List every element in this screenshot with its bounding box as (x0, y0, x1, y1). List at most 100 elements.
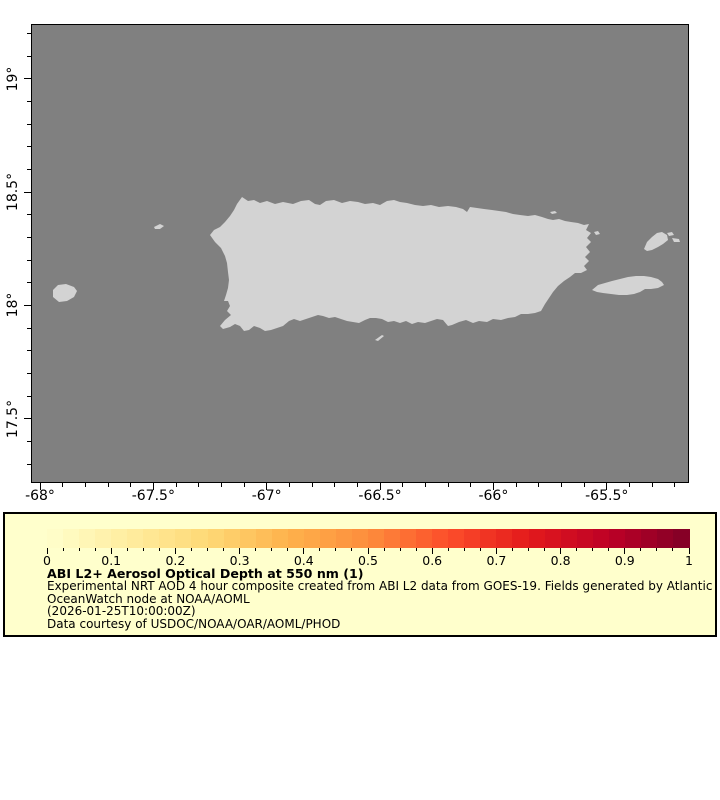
y-minor-tick (27, 168, 31, 170)
colorbar-minor-tick (319, 548, 321, 551)
colorbar-segment (448, 529, 465, 548)
colorbar-segment (480, 529, 497, 548)
colorbar-segment (175, 529, 193, 548)
island-puerto-rico (210, 197, 591, 331)
colorbar-minor-tick (399, 548, 401, 551)
colorbar-minor-tick (463, 548, 465, 551)
colorbar-minor-tick (672, 548, 674, 551)
island-mona (53, 284, 77, 302)
colorbar-segment (239, 529, 257, 548)
y-minor-tick (27, 214, 31, 216)
colorbar-minor-tick (78, 548, 80, 551)
colorbar-minor-tick (126, 548, 128, 551)
colorbar-segment (79, 529, 96, 548)
island-culebra (644, 232, 668, 251)
colorbar-minor-tick (335, 548, 337, 551)
x-minor-tick (515, 483, 517, 487)
y-minor-tick (27, 350, 31, 352)
colorbar-minor-tick (190, 548, 192, 551)
colorbar-tick-label: 0.7 (486, 553, 507, 568)
colorbar-segment (368, 529, 385, 548)
x-major-tick (266, 483, 268, 490)
colorbar-tick-label: 0.5 (358, 553, 378, 568)
colorbar-segment (271, 529, 289, 548)
colorbar-major-tick (46, 548, 48, 554)
islet-east-cay (672, 238, 680, 242)
colorbar-minor-tick (640, 548, 642, 551)
y-minor-tick (27, 236, 31, 238)
colorbar-tick-label: 0.4 (293, 553, 314, 568)
x-minor-tick (84, 483, 86, 487)
islet-culebrita (667, 232, 674, 236)
y-minor-tick (27, 372, 31, 374)
x-minor-tick (198, 483, 200, 487)
x-minor-tick (175, 483, 177, 487)
x-tick-label: -68° (25, 488, 55, 504)
y-minor-tick (27, 282, 31, 284)
islet-north-coast (550, 211, 557, 214)
colorbar-segment (191, 529, 209, 548)
x-minor-tick (538, 483, 540, 487)
colorbar-segment (560, 529, 578, 548)
colorbar-minor-tick (158, 548, 160, 551)
legend-text-line: Data courtesy of USDOC/NOAA/OAR/AOML/PHO… (47, 616, 341, 631)
y-major-tick (24, 304, 31, 306)
y-minor-tick (27, 259, 31, 261)
x-minor-tick (243, 483, 245, 487)
x-tick-label: -65.5° (585, 488, 629, 504)
y-tick-label: 18.5° (5, 172, 21, 212)
colorbar-major-tick (495, 548, 497, 554)
colorbar-segment (95, 529, 112, 548)
colorbar-segment (111, 529, 128, 548)
y-minor-tick (27, 146, 31, 148)
x-tick-label: -67° (251, 488, 282, 504)
colorbar-tick-label: 0.2 (165, 553, 186, 568)
x-minor-tick (583, 483, 585, 487)
colorbar-major-tick (110, 548, 112, 554)
x-tick-label: -67.5° (131, 488, 175, 504)
y-minor-tick (27, 463, 31, 465)
colorbar-major-tick (688, 548, 690, 554)
x-minor-tick (107, 483, 109, 487)
y-tick-label: 17.5° (5, 399, 21, 438)
x-minor-tick (288, 483, 290, 487)
y-minor-tick (27, 440, 31, 442)
legend-title: ABI L2+ Aerosol Optical Depth at 550 nm … (47, 566, 364, 581)
x-minor-tick (651, 483, 653, 487)
x-major-tick (379, 483, 381, 490)
colorbar-minor-tick (511, 548, 513, 551)
islet-caja-de-muertos (375, 335, 384, 341)
legend-text-block: ABI L2+ Aerosol Optical Depth at 550 nm … (47, 566, 712, 631)
colorbar-minor-tick (608, 548, 610, 551)
y-major-tick (24, 191, 31, 193)
colorbar-segment (255, 529, 273, 548)
coastline-layer (53, 197, 680, 341)
colorbar-segment (287, 529, 305, 548)
colorbar-major-tick (303, 548, 305, 554)
colorbar-major-tick (239, 548, 241, 554)
legend-text-line: (2026-01-25T10:00:00Z) (47, 604, 196, 619)
x-minor-tick (130, 483, 132, 487)
colorbar-segment (464, 529, 481, 548)
colorbar-minor-tick (207, 548, 208, 551)
y-minor-tick (27, 327, 31, 329)
colorbar-minor-tick (447, 548, 449, 551)
x-major-tick (152, 483, 154, 490)
colorbar-major-tick (624, 548, 626, 554)
x-minor-tick (311, 483, 313, 487)
colorbar-segment (432, 529, 449, 548)
colorbar-minor-tick (479, 548, 481, 551)
colorbar-segment (656, 529, 674, 548)
y-tick-label: 19° (5, 66, 21, 92)
y-tick-label: 18° (5, 292, 21, 318)
colorbar-minor-tick (223, 548, 225, 551)
colorbar-minor-tick (287, 548, 289, 551)
x-minor-tick (220, 483, 222, 487)
map-plot-area (31, 24, 689, 483)
colorbar-tick-label: 0.9 (614, 553, 635, 568)
colorbar-minor-tick (142, 548, 144, 551)
colorbar-minor-tick (656, 548, 658, 551)
colorbar-minor-tick (544, 548, 546, 551)
x-minor-tick (334, 483, 336, 487)
